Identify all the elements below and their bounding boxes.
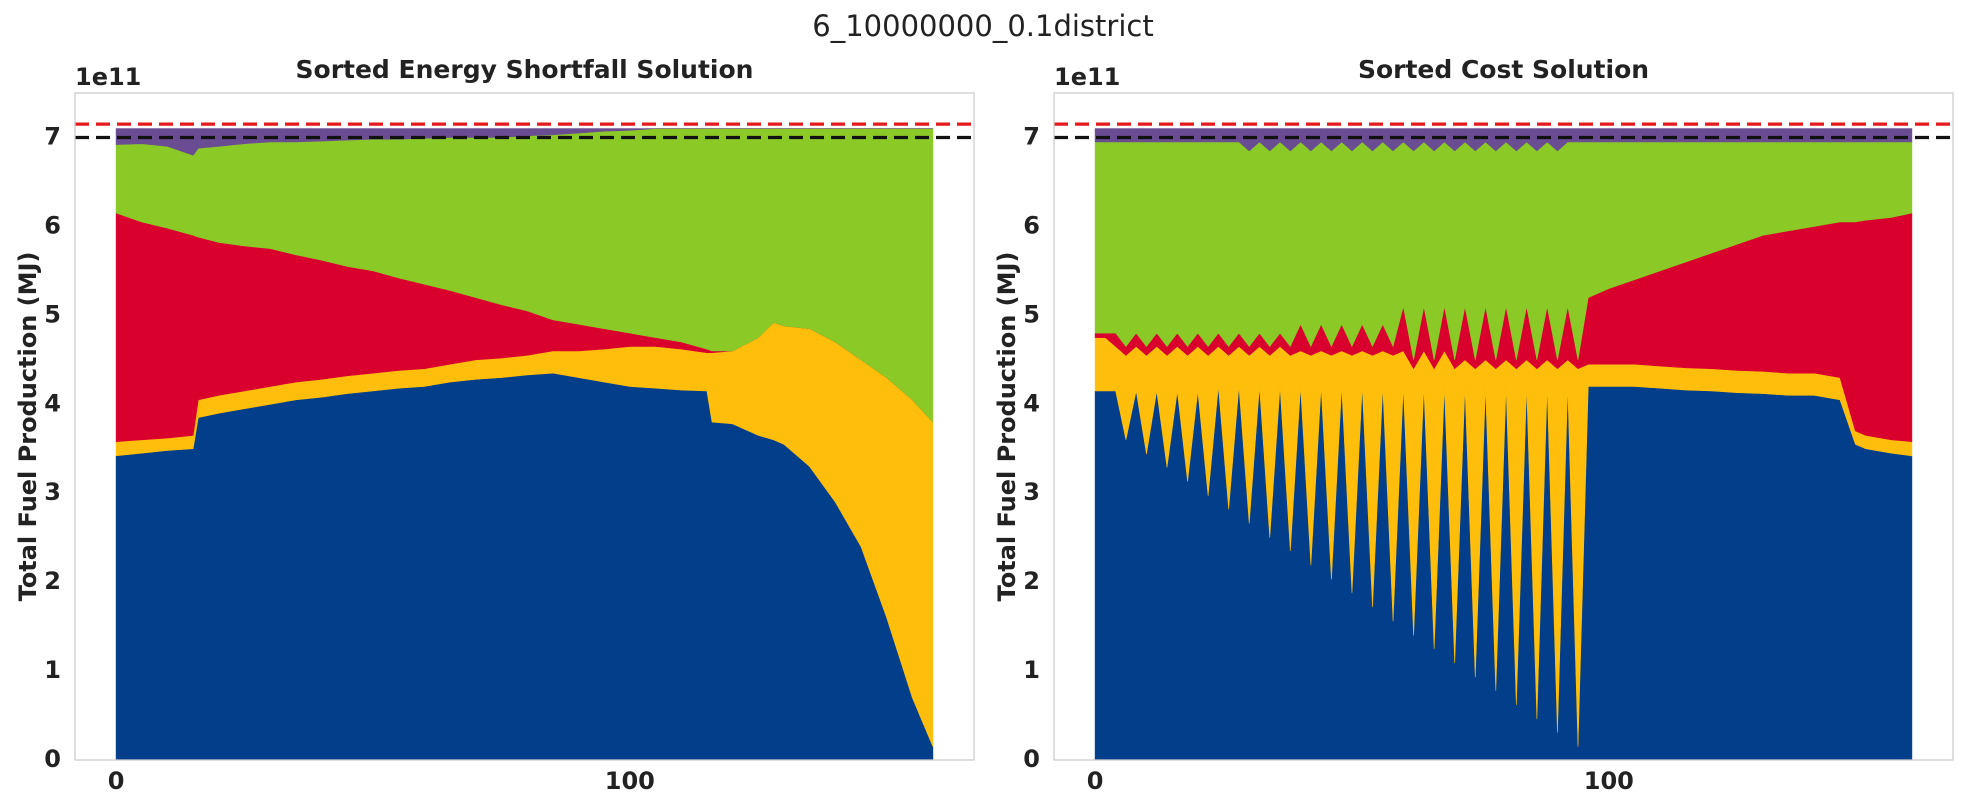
axes: 0 1 2 3 4 5 6 7 0 100 Sorted Energy Shortfall Solu…: [14, 55, 975, 795]
y-tick-label: 1: [1023, 656, 1040, 684]
y-tick-label: 3: [44, 478, 61, 506]
offset-label: 1e11: [1054, 63, 1120, 91]
y-tick-label: 2: [44, 567, 61, 595]
y-tick-label: 0: [1023, 745, 1040, 773]
y-axis-label: Total Fuel Production (MJ): [14, 252, 42, 602]
y-tick-label: 5: [1023, 300, 1040, 328]
y-tick-label: 6: [1023, 211, 1040, 239]
axes-title: Sorted Energy Shortfall Solution: [296, 55, 754, 84]
y-axis-label: Total Fuel Production (MJ): [993, 252, 1021, 602]
axes-frame: [74, 92, 975, 761]
y-tick-label: 5: [44, 300, 61, 328]
suptitle: 6_10000000_0.1district: [812, 9, 1153, 43]
x-tick-label: 0: [108, 767, 125, 795]
axes: 0 1 2 3 4 5 6 7 0 100 Sorted Cost Solution 1e11 Tota…: [993, 55, 1954, 795]
y-tick-label: 3: [1023, 478, 1040, 506]
x-tick-label: 100: [1584, 767, 1634, 795]
y-tick-label: 7: [44, 122, 61, 150]
y-tick-label: 7: [1023, 122, 1040, 150]
y-tick-label: 2: [1023, 567, 1040, 595]
offset-label: 1e11: [75, 63, 141, 91]
y-tick-label: 1: [44, 656, 61, 684]
y-tick-label: 4: [44, 389, 61, 417]
area: [1094, 128, 1913, 152]
y-tick-label: 4: [1023, 389, 1040, 417]
x-tick-label: 0: [1087, 767, 1104, 795]
x-tick-label: 100: [605, 767, 655, 795]
axes-title: Sorted Cost Solution: [1358, 55, 1649, 84]
y-tick-label: 6: [44, 211, 61, 239]
axes-frame: [1053, 92, 1954, 761]
area: [115, 128, 933, 156]
y-tick-label: 0: [44, 745, 61, 773]
